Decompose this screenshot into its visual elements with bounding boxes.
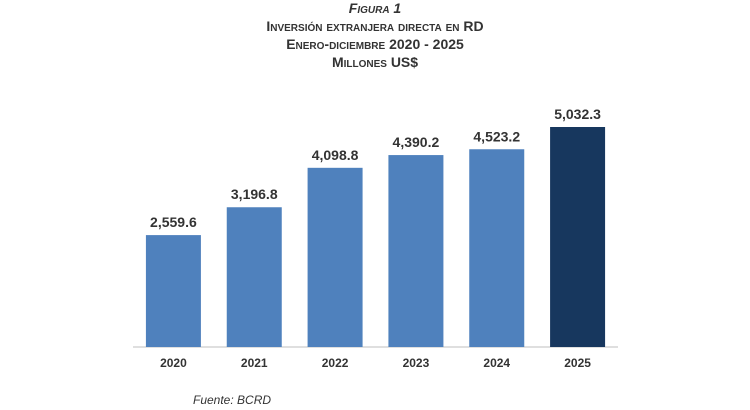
- x-tick-label: 2021: [241, 356, 268, 370]
- unit-label: Millones US$: [332, 54, 418, 70]
- value-label: 4,523.2: [473, 128, 520, 144]
- value-label: 4,098.8: [312, 147, 359, 163]
- bar: [388, 155, 444, 347]
- chart-title: Inversión extranjera directa en RD: [266, 18, 483, 34]
- bar: [469, 149, 525, 347]
- source: Fuente: BCRD: [193, 393, 271, 407]
- value-label: 3,196.8: [231, 186, 278, 202]
- value-label: 2,559.6: [150, 214, 197, 230]
- x-tick-label: 2022: [322, 356, 349, 370]
- x-tick-label: 2025: [564, 356, 591, 370]
- bar: [550, 127, 606, 347]
- value-label: 5,032.3: [554, 106, 601, 122]
- value-label: 4,390.2: [393, 134, 440, 150]
- bar: [226, 207, 282, 347]
- x-tick-label: 2024: [483, 356, 510, 370]
- x-tick-label: 2023: [403, 356, 430, 370]
- figure-label: Figura 1: [349, 0, 402, 16]
- chart-subtitle: Enero-diciembre 2020 - 2025: [286, 36, 464, 52]
- bar: [145, 235, 201, 347]
- bar: [307, 167, 363, 347]
- x-tick-label: 2020: [160, 356, 187, 370]
